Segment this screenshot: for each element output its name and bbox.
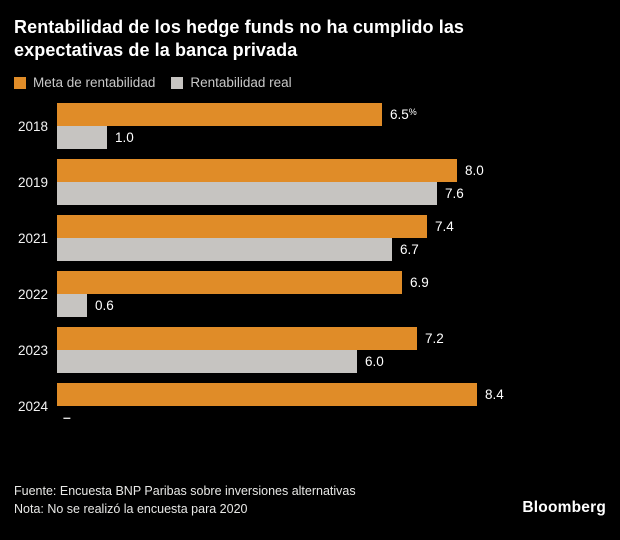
meta-bar xyxy=(57,159,457,182)
meta-bar-row: 7.2 xyxy=(57,327,620,350)
survey-note: Nota: No se realizó la encuesta para 202… xyxy=(14,502,248,516)
year-label: 2018 xyxy=(17,118,48,134)
real-bar-row: 7.6 xyxy=(57,182,620,205)
real-bar xyxy=(57,182,437,205)
legend-label-meta: Meta de rentabilidad xyxy=(33,75,156,90)
real-bar-row: 6.7 xyxy=(57,238,620,261)
bars-area: 6.9 0.6 xyxy=(57,271,620,317)
value-label: 8.0 xyxy=(465,163,484,178)
real-bar xyxy=(57,238,392,261)
value-label: 8.4 xyxy=(485,387,504,402)
real-bar-row: – xyxy=(57,406,620,429)
real-bar-row: 6.0 xyxy=(57,350,620,373)
legend-swatch-real xyxy=(171,76,184,89)
year-label: 2022 xyxy=(17,286,48,302)
bars-area: 7.4 6.7 xyxy=(57,215,620,261)
bar-group-2021: 2021 7.4 6.7 xyxy=(0,215,620,261)
bloomberg-logo: Bloomberg xyxy=(522,499,606,516)
meta-bar xyxy=(57,327,417,350)
source-note: Fuente: Encuesta BNP Paribas sobre inver… xyxy=(14,484,356,498)
meta-bar-row: 6.5% xyxy=(57,103,620,126)
meta-bar-row: 8.0 xyxy=(57,159,620,182)
meta-bar xyxy=(57,383,477,406)
meta-bar-row: 8.4 xyxy=(57,383,620,406)
meta-bar-row: 6.9 xyxy=(57,271,620,294)
real-bar-row: 1.0 xyxy=(57,126,620,149)
meta-bar-row: 7.4 xyxy=(57,215,620,238)
legend-item-real: Rentabilidad real xyxy=(171,75,292,90)
bar-group-2024: 2024 8.4 – xyxy=(0,383,620,429)
bar-group-2019: 2019 8.0 7.6 xyxy=(0,159,620,205)
value-label: 0.6 xyxy=(95,298,114,313)
bar-group-2018: 2018 6.5% 1.0 xyxy=(0,103,620,149)
meta-bar xyxy=(57,103,382,126)
real-bar xyxy=(57,294,87,317)
bar-group-2022: 2022 6.9 0.6 xyxy=(0,271,620,317)
real-bar xyxy=(57,126,107,149)
value-label: 7.6 xyxy=(445,186,464,201)
year-label: 2023 xyxy=(17,342,48,358)
value-label: 1.0 xyxy=(115,130,134,145)
bar-chart: 2018 6.5% 1.0 2019 8.0 7.6 2021 7.4 6.7 2022 6.9 0.… xyxy=(0,103,620,439)
bars-area: 8.4 – xyxy=(57,383,620,429)
legend: Meta de rentabilidad Rentabilidad real xyxy=(14,75,308,90)
real-bar-row: 0.6 xyxy=(57,294,620,317)
bars-area: 8.0 7.6 xyxy=(57,159,620,205)
value-label: 6.7 xyxy=(400,242,419,257)
meta-bar xyxy=(57,271,402,294)
value-label: 6.9 xyxy=(410,275,429,290)
chart-title-line2: expectativas de la banca privada xyxy=(14,40,298,60)
bar-group-2023: 2023 7.2 6.0 xyxy=(0,327,620,373)
year-label: 2024 xyxy=(17,398,48,414)
year-label: 2019 xyxy=(17,174,48,190)
legend-item-meta: Meta de rentabilidad xyxy=(14,75,155,90)
bars-area: 7.2 6.0 xyxy=(57,327,620,373)
year-label: 2021 xyxy=(17,230,48,246)
chart-title-line1: Rentabilidad de los hedge funds no ha cu… xyxy=(14,17,465,37)
percent-sign: % xyxy=(408,107,417,117)
chart-title: Rentabilidad de los hedge funds no ha cu… xyxy=(14,16,534,62)
bars-area: 6.5% 1.0 xyxy=(57,103,620,149)
value-label: 7.4 xyxy=(435,219,454,234)
legend-swatch-meta xyxy=(14,76,26,89)
legend-label-real: Rentabilidad real xyxy=(190,75,292,90)
footer: Fuente: Encuesta BNP Paribas sobre inver… xyxy=(14,482,356,518)
meta-bar xyxy=(57,215,427,238)
real-bar xyxy=(57,350,357,373)
value-label: 6.5% xyxy=(390,107,417,122)
value-label: 6.0 xyxy=(365,354,384,369)
value-label: 7.2 xyxy=(425,331,444,346)
no-data-dash: – xyxy=(63,409,71,425)
